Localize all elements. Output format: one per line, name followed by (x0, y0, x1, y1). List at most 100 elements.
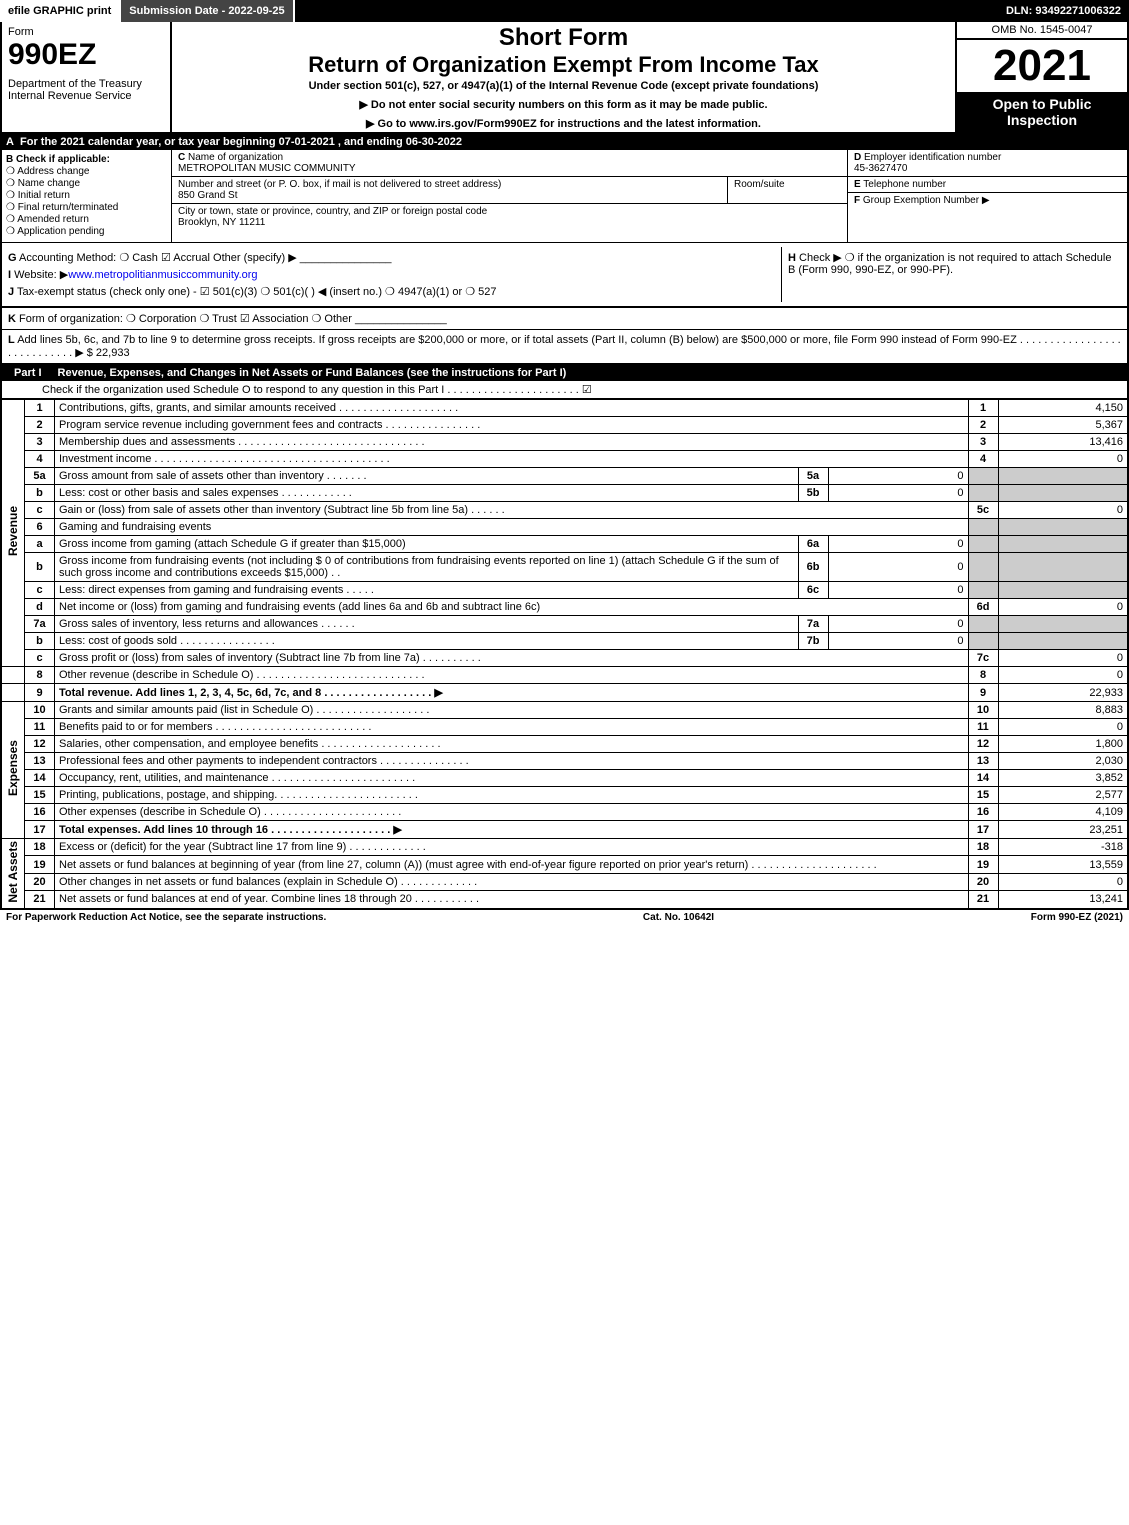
r15-val: 2,577 (998, 787, 1128, 804)
vcat-revenue: Revenue (6, 506, 20, 556)
footer-cat: Cat. No. 10642I (643, 912, 714, 923)
r21-desc: Net assets or fund balances at end of ye… (55, 891, 969, 909)
r13-desc: Professional fees and other payments to … (55, 753, 969, 770)
footer: For Paperwork Reduction Act Notice, see … (0, 910, 1129, 925)
cb-address-change[interactable]: Address change (6, 166, 167, 177)
r17-desc: Total expenses. Add lines 10 through 16 … (55, 821, 969, 839)
r11-num: 11 (25, 719, 55, 736)
e-label: Telephone number (863, 179, 946, 190)
goto-link[interactable]: ▶ Go to www.irs.gov/Form990EZ for instru… (180, 117, 947, 130)
r6b-desc: Gross income from fundraising events (no… (55, 553, 799, 582)
g-other: Other (specify) ▶ (213, 252, 297, 264)
k-form-org: Form of organization: ❍ Corporation ❍ Tr… (19, 313, 352, 325)
street-val: 850 Grand St (178, 190, 237, 201)
r5b-sn: 5b (798, 485, 828, 502)
form-label: Form (8, 26, 164, 38)
r3-val: 13,416 (998, 434, 1128, 451)
r20-desc: Other changes in net assets or fund bala… (55, 873, 969, 890)
r5c-desc: Gain or (loss) from sale of assets other… (55, 502, 969, 519)
cb-accrual[interactable]: Accrual (161, 252, 210, 264)
r5b-sv: 0 (828, 485, 968, 502)
r8-desc: Other revenue (describe in Schedule O) .… (55, 667, 969, 684)
cb-final-return[interactable]: Final return/terminated (6, 202, 167, 213)
city-label: City or town, state or province, country… (178, 206, 487, 217)
topbar: efile GRAPHIC print Submission Date - 20… (0, 0, 1129, 22)
r14-num: 14 (25, 770, 55, 787)
street-label: Number and street (or P. O. box, if mail… (178, 179, 501, 190)
r14-rn: 14 (968, 770, 998, 787)
main-table: Revenue 1Contributions, gifts, grants, a… (0, 398, 1129, 910)
short-form-title: Short Form (180, 24, 947, 52)
r20-rn: 20 (968, 873, 998, 890)
r7b-desc: Less: cost of goods sold . . . . . . . .… (55, 633, 799, 650)
r9-rn: 9 (968, 684, 998, 702)
i-label: Website: ▶ (14, 269, 68, 281)
col-b: B Check if applicable: Address change Na… (2, 150, 172, 242)
l-gross-receipts: Add lines 5b, 6c, and 7b to line 9 to de… (8, 334, 1121, 359)
r9-num: 9 (25, 684, 55, 702)
r5b-num: b (25, 485, 55, 502)
r7c-rn: 7c (968, 650, 998, 667)
r6d-val: 0 (998, 599, 1128, 616)
city-val: Brooklyn, NY 11211 (178, 217, 265, 228)
r15-num: 15 (25, 787, 55, 804)
r7c-num: c (25, 650, 55, 667)
r3-rn: 3 (968, 434, 998, 451)
vcat-expenses: Expenses (6, 740, 20, 796)
ein: 45-3627470 (854, 163, 907, 174)
cb-application-pending[interactable]: Application pending (6, 226, 167, 237)
r21-val: 13,241 (998, 891, 1128, 909)
r7a-num: 7a (25, 616, 55, 633)
r3-desc: Membership dues and assessments . . . . … (55, 434, 969, 451)
website-link[interactable]: www.metropolitianmusiccommunity.org (68, 269, 257, 281)
r7b-sv: 0 (828, 633, 968, 650)
r17-num: 17 (25, 821, 55, 839)
omb-number: OMB No. 1545-0047 (957, 22, 1127, 40)
r1-desc: Contributions, gifts, grants, and simila… (55, 399, 969, 417)
row-l: L Add lines 5b, 6c, and 7b to line 9 to … (0, 329, 1129, 365)
efile-print[interactable]: efile GRAPHIC print (0, 0, 121, 22)
r12-desc: Salaries, other compensation, and employ… (55, 736, 969, 753)
cb-cash[interactable]: Cash (119, 252, 158, 264)
row-a-text: For the 2021 calendar year, or tax year … (20, 136, 462, 148)
r11-rn: 11 (968, 719, 998, 736)
r7b-num: b (25, 633, 55, 650)
r13-val: 2,030 (998, 753, 1128, 770)
r13-num: 13 (25, 753, 55, 770)
r16-desc: Other expenses (describe in Schedule O) … (55, 804, 969, 821)
c-name-label: Name of organization (188, 152, 283, 163)
r6a-sn: 6a (798, 536, 828, 553)
r17-rn: 17 (968, 821, 998, 839)
r4-rn: 4 (968, 451, 998, 468)
r6a-desc: Gross income from gaming (attach Schedul… (55, 536, 799, 553)
r16-num: 16 (25, 804, 55, 821)
r6c-num: c (25, 582, 55, 599)
r17-val: 23,251 (998, 821, 1128, 839)
cb-amended-return[interactable]: Amended return (6, 214, 167, 225)
r4-desc: Investment income . . . . . . . . . . . … (55, 451, 969, 468)
cb-name-change[interactable]: Name change (6, 178, 167, 189)
r8-rn: 8 (968, 667, 998, 684)
r18-num: 18 (25, 839, 55, 856)
r2-rn: 2 (968, 417, 998, 434)
r16-rn: 16 (968, 804, 998, 821)
r6a-num: a (25, 536, 55, 553)
r21-rn: 21 (968, 891, 998, 909)
r5b-desc: Less: cost or other basis and sales expe… (55, 485, 799, 502)
dln: DLN: 93492271006322 (998, 0, 1129, 22)
r8-num: 8 (25, 667, 55, 684)
ssn-warning: ▶ Do not enter social security numbers o… (180, 98, 947, 111)
r12-val: 1,800 (998, 736, 1128, 753)
r19-val: 13,559 (998, 856, 1128, 873)
part1-header: Part I Revenue, Expenses, and Changes in… (0, 365, 1129, 381)
col-c: C Name of organizationMETROPOLITAN MUSIC… (172, 150, 847, 242)
r7c-desc: Gross profit or (loss) from sales of inv… (55, 650, 969, 667)
part1-check: Check if the organization used Schedule … (0, 381, 1129, 398)
d-label: Employer identification number (864, 152, 1001, 163)
r18-desc: Excess or (deficit) for the year (Subtra… (55, 839, 969, 856)
r19-num: 19 (25, 856, 55, 873)
j-tax-exempt: Tax-exempt status (check only one) - ☑ 5… (17, 286, 497, 298)
r19-rn: 19 (968, 856, 998, 873)
r6c-sn: 6c (798, 582, 828, 599)
cb-initial-return[interactable]: Initial return (6, 190, 167, 201)
